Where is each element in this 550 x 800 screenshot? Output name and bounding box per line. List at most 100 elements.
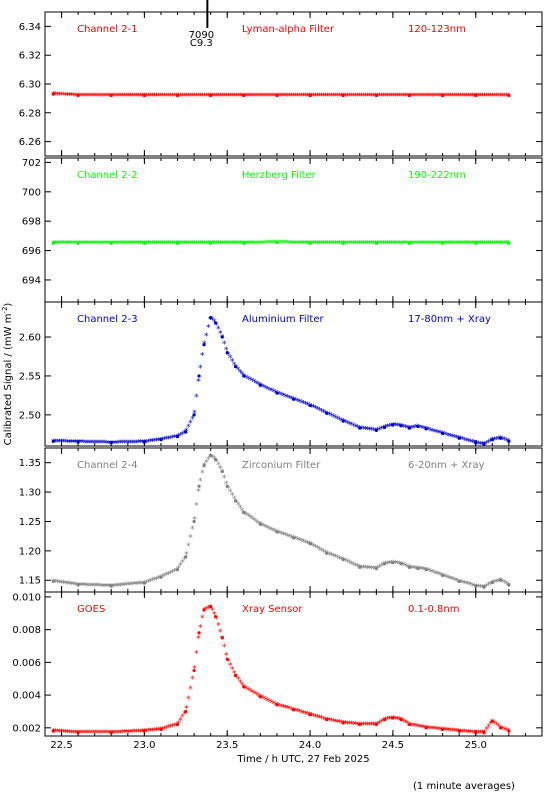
trace-mark: * — [55, 91, 60, 101]
trace-mark: * — [349, 421, 354, 431]
data-point — [258, 695, 262, 699]
data-point — [291, 708, 296, 712]
data-point — [275, 391, 279, 395]
data-point — [184, 709, 188, 714]
data-point — [374, 241, 378, 245]
trace-mark: * — [174, 433, 179, 443]
trace-mark: * — [422, 240, 427, 250]
trace-mark: * — [333, 718, 338, 728]
trace-mark: * — [416, 723, 421, 733]
trace-mark: * — [90, 729, 95, 739]
trace-mark: * — [110, 439, 115, 449]
trace-mark: * — [331, 92, 336, 102]
trace-mark: * — [74, 439, 79, 449]
trace-mark: * — [196, 378, 201, 388]
trace-mark: * — [237, 678, 242, 688]
trace-mark: * — [112, 582, 117, 592]
trace-mark: * — [482, 92, 487, 102]
trace-mark: * — [176, 240, 181, 250]
trace-mark: * — [263, 384, 268, 394]
trace-mark: * — [178, 240, 183, 250]
trace-mark: * — [261, 383, 266, 393]
trace-mark: * — [494, 92, 499, 102]
trace-mark: * — [261, 239, 266, 249]
trace-mark: * — [168, 569, 173, 579]
trace-mark: * — [210, 316, 215, 326]
trace-mark: * — [178, 92, 183, 102]
trace-mark: * — [104, 439, 109, 449]
trace-mark: * — [96, 439, 101, 449]
y-tick-label: 0.008 — [12, 625, 41, 636]
data-point — [391, 423, 395, 427]
trace-mark: * — [124, 240, 129, 250]
data-point — [76, 93, 80, 98]
trace-mark: * — [464, 728, 469, 738]
data-point — [51, 579, 55, 584]
trace-mark: * — [218, 628, 223, 638]
trace-mark: * — [229, 92, 234, 102]
trace-mark: * — [502, 92, 507, 102]
panel-1: 6.26 6.28 6.30 6.32 6.34 Channel 2-1 Lyman-alp… — [19, 11, 543, 157]
trace-mark: * — [78, 92, 83, 102]
trace-mark: * — [369, 426, 374, 436]
trace-mark: * — [63, 91, 68, 101]
trace-mark: * — [387, 92, 392, 102]
trace-mark: * — [488, 720, 493, 730]
trace-mark: * — [430, 240, 435, 250]
trace-mark: * — [311, 542, 316, 552]
trace-mark: * — [132, 439, 137, 449]
trace-mark: * — [339, 719, 344, 729]
trace-mark: * — [436, 571, 441, 581]
data-point — [258, 522, 262, 527]
y-tick-label: 6.26 — [19, 137, 41, 148]
trace-mark: * — [299, 92, 304, 102]
trace-mark: * — [82, 439, 87, 449]
trace-mark: * — [396, 560, 401, 570]
trace-mark: * — [112, 92, 117, 102]
trace-mark: * — [98, 729, 103, 739]
trace-mark: * — [247, 376, 252, 386]
trace-mark: * — [158, 92, 163, 102]
trace-mark: * — [243, 92, 248, 102]
trace-mark: * — [321, 240, 326, 250]
trace-mark: * — [241, 684, 246, 694]
trace-mark: * — [134, 728, 139, 738]
trace-mark: * — [55, 728, 60, 738]
trace-mark: * — [202, 92, 207, 102]
flare-class-label: C9.3 — [190, 38, 213, 49]
data-point — [291, 536, 296, 540]
trace-mark: * — [420, 425, 425, 435]
trace-mark: * — [118, 729, 123, 739]
trace-mark: * — [128, 728, 133, 738]
trace-mark: * — [251, 239, 256, 249]
trace-mark: * — [144, 727, 149, 737]
trace-mark: * — [229, 665, 234, 675]
trace-mark: * — [271, 700, 276, 710]
trace-mark: * — [424, 567, 429, 577]
trace-mark: * — [486, 438, 491, 448]
trace-mark: * — [313, 405, 318, 415]
trace-mark: * — [94, 240, 99, 250]
trace-mark: * — [450, 433, 455, 443]
trace-mark: * — [136, 728, 141, 738]
trace-mark: * — [279, 391, 284, 401]
data-point — [474, 441, 478, 445]
trace-mark: * — [335, 554, 340, 564]
data-point — [407, 565, 412, 569]
trace-mark: * — [412, 92, 417, 102]
trace-mark: * — [182, 710, 187, 720]
trace-mark: * — [450, 240, 455, 250]
trace-mark: * — [492, 92, 497, 102]
trace-mark: * — [96, 729, 101, 739]
trace-mark: * — [92, 582, 97, 592]
trace-mark: * — [287, 705, 292, 715]
trace-mark: * — [94, 729, 99, 739]
data-point — [507, 241, 511, 245]
trace-mark: * — [122, 581, 127, 591]
trace-mark: * — [414, 92, 419, 102]
trace-mark: * — [361, 425, 366, 435]
trace-mark: * — [198, 92, 203, 102]
trace-mark: * — [339, 240, 344, 250]
trace-mark: * — [315, 240, 320, 250]
trace-mark: * — [478, 729, 483, 739]
